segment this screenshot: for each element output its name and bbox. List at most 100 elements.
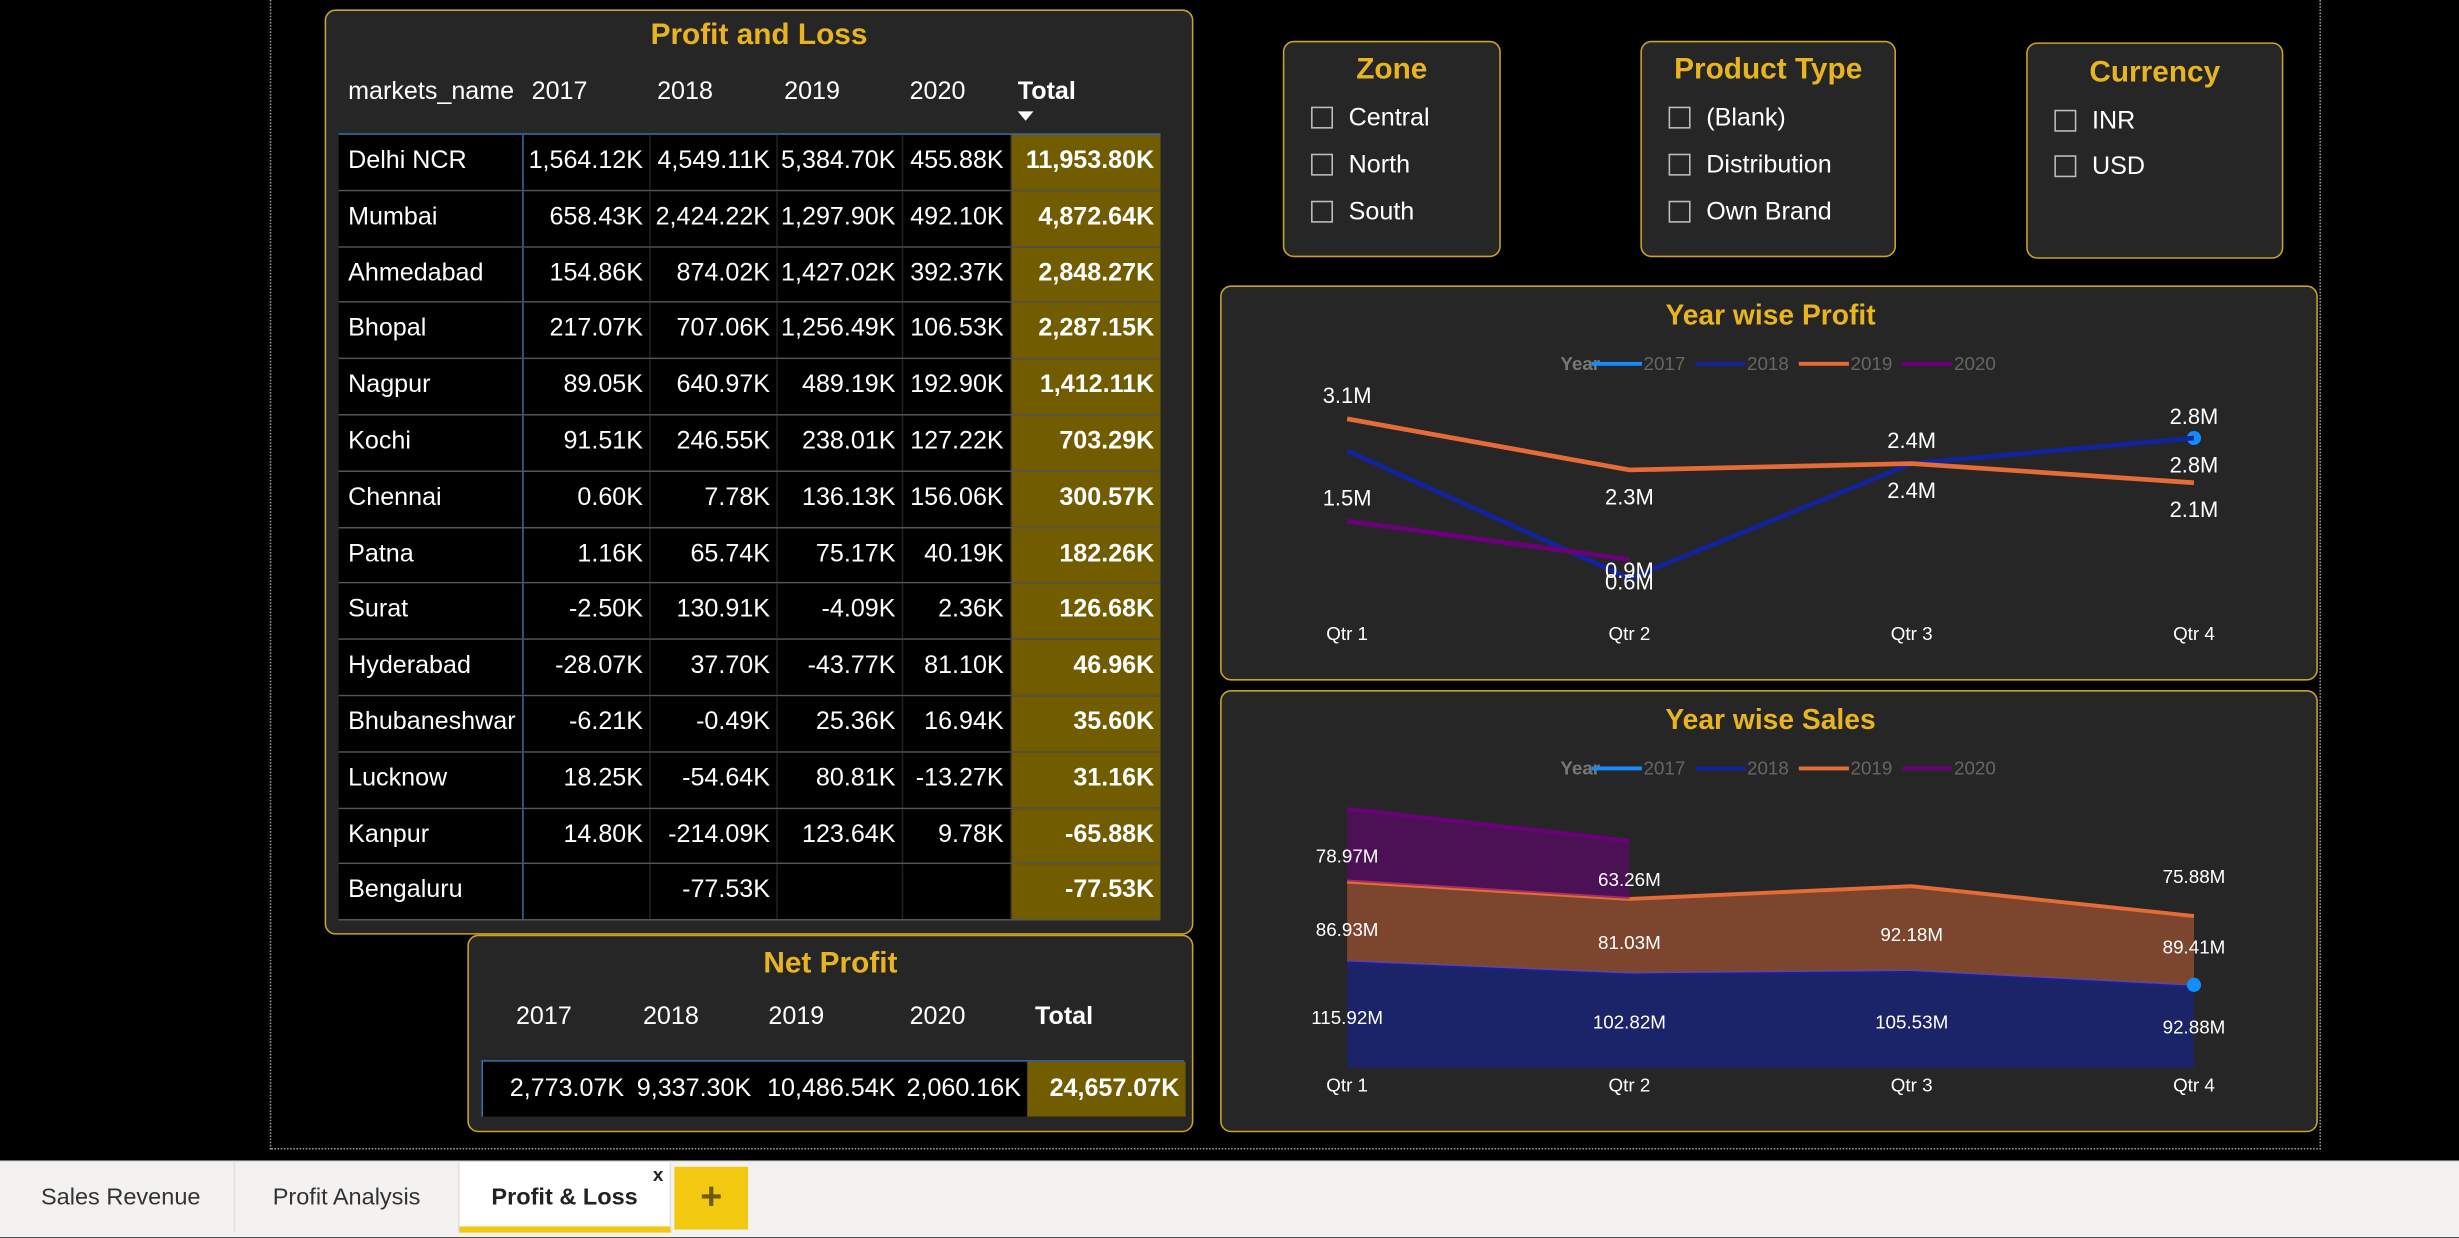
checkbox-icon[interactable] [1311,153,1334,176]
col-header-2018[interactable]: 2018 [657,78,713,106]
checkbox-icon[interactable] [2054,109,2077,132]
zone-option-south[interactable]: South [1311,199,1414,227]
legend-title: Year [1560,353,1600,374]
x-tick-label: Qtr 3 [1891,623,1933,644]
value-cell: 1,297.90K [777,191,904,246]
currency-option-label: INR [2092,108,2136,135]
table-row[interactable]: Bhopal 217.07K 707.06K 1,256.49K 106.53K 2,28… [338,303,1161,360]
year-wise-sales-chart[interactable]: Year wise Sales Year 2017 2018 2019 2020 Qtr 1… [1220,690,2318,1133]
total-cell: 31.16K [1011,752,1161,807]
value-cell [523,864,651,920]
col-header-total[interactable]: Total [1017,78,1076,106]
data-label: 2.1M [2170,497,2219,522]
value-cell: 81.10K [903,640,1012,695]
series-line-2020 [1346,806,1630,843]
ptype-option-label: Own Brand [1706,199,1832,226]
page-tab-bar: Sales Revenue Profit Analysis Profit & L… [0,1160,2459,1238]
table-row[interactable]: Ahmedabad 154.86K 874.02K 1,427.02K 392.37K 2… [338,247,1161,304]
checkbox-icon[interactable] [1668,153,1691,176]
value-cell: 1.16K [523,527,651,583]
np-header-2019[interactable]: 2019 [768,1003,825,1031]
table-row[interactable]: Mumbai 658.43K 2,424.22K 1,297.90K 492.10K 4,… [338,191,1161,248]
currency-option-label: USD [2092,153,2146,181]
checkbox-icon[interactable] [1311,200,1334,223]
x-tick-label: Qtr 1 [1326,623,1368,644]
sort-descending-icon[interactable] [1017,111,1034,121]
ptype-option-blank[interactable]: (Blank) [1668,105,1786,133]
table-row[interactable]: Chennai 0.60K 7.78K 136.13K 156.06K 300.57K [338,471,1161,528]
checkbox-icon[interactable] [1668,200,1691,223]
table-row[interactable]: Kanpur 14.80K -214.09K 123.64K 9.78K -65.88K [338,808,1161,865]
table-row[interactable]: Delhi NCR 1,564.12K 4,549.11K 5,384.70K 455.… [338,134,1161,192]
x-tick-label: Qtr 3 [1891,1074,1933,1095]
col-header-markets[interactable]: markets_name [348,78,515,106]
market-name-cell: Patna [338,527,524,583]
value-cell: -28.07K [523,640,651,695]
np-header-2020[interactable]: 2020 [909,1003,966,1031]
value-cell: 238.01K [777,415,904,471]
table-row[interactable]: Nagpur 89.05K 640.97K 489.19K 192.90K 1,412.1… [338,359,1161,416]
value-cell: 707.06K [650,303,778,358]
data-label: 86.93M [1316,919,1379,940]
table-row[interactable]: Bengaluru -77.53K -77.53K [338,864,1161,921]
np-header-2017[interactable]: 2017 [515,1003,572,1031]
value-cell: 14.80K [523,808,651,864]
year-wise-profit-chart[interactable]: Year wise Profit Year 2017 2018 2019 2020 Qtr … [1220,285,2318,681]
table-row[interactable]: Lucknow 18.25K -54.64K 80.81K -13.27K 31.16K [338,752,1161,809]
data-label: 115.92M [1311,1007,1383,1028]
np-value-2020: 2,060.16K [906,1075,1021,1103]
profit-line-chart-svg: Year wise Profit Year 2017 2018 2019 2020 Qtr … [1323,299,2219,644]
checkbox-icon[interactable] [1668,106,1691,129]
data-label: 89.41M [2163,936,2226,957]
col-header-2020[interactable]: 2020 [909,78,966,106]
ptype-option-distribution[interactable]: Distribution [1668,152,1832,180]
table-row[interactable]: Kochi 91.51K 246.55K 238.01K 127.22K 703.29K [338,415,1161,472]
checkbox-icon[interactable] [2054,155,2077,178]
ptype-option-own-brand[interactable]: Own Brand [1668,199,1832,227]
data-label: 0.6M [1605,570,1654,595]
tab-sales-revenue[interactable]: Sales Revenue [8,1162,236,1233]
col-header-2017[interactable]: 2017 [531,78,588,106]
value-cell: 392.37K [903,247,1012,302]
table-row[interactable]: Bhubaneshwar -6.21K -0.49K 25.36K 16.94K 35.6… [338,696,1161,753]
add-page-button[interactable]: + [674,1166,749,1230]
close-icon[interactable]: x [652,1163,664,1186]
legend-label-2019: 2019 [1851,758,1893,779]
np-header-2018[interactable]: 2018 [642,1003,699,1031]
ptype-option-label: (Blank) [1706,105,1786,132]
value-cell: -6.21K [523,696,651,751]
x-tick-label: Qtr 2 [1609,1074,1651,1095]
value-cell: 80.81K [777,752,904,807]
currency-option-inr[interactable]: INR [2054,108,2135,136]
currency-option-usd[interactable]: USD [2054,154,2145,182]
value-cell: 2,424.22K [650,191,778,246]
product-type-slicer[interactable]: Product Type (Blank) Distribution Own Br… [1640,40,1897,258]
value-cell: 106.53K [903,303,1012,358]
np-header-total[interactable]: Total [1035,1003,1094,1031]
total-cell: 4,872.64K [1011,191,1161,246]
table-row[interactable]: Hyderabad -28.07K 37.70K -43.77K 81.10K 46.96… [338,640,1161,697]
tab-profit-loss[interactable]: Profit & Loss x [459,1162,672,1233]
value-cell: 489.19K [777,359,904,414]
zone-slicer[interactable]: Zone Central North South [1282,40,1501,258]
total-cell: 1,412.11K [1011,359,1161,414]
data-label: 81.03M [1598,932,1661,953]
market-name-cell: Ahmedabad [338,247,524,302]
zone-option-central[interactable]: Central [1311,105,1430,133]
legend-label-2020: 2020 [1954,353,1996,374]
col-header-2019[interactable]: 2019 [784,78,840,106]
checkbox-icon[interactable] [1311,106,1334,129]
net-profit-title: Net Profit [763,947,898,981]
currency-slicer[interactable]: Currency INR USD [2026,42,2284,259]
x-tick-label: Qtr 4 [2173,623,2215,644]
table-row[interactable]: Surat -2.50K 130.91K -4.09K 2.36K 126.68K [338,583,1161,641]
tab-profit-analysis[interactable]: Profit Analysis [235,1162,460,1233]
zone-option-north[interactable]: North [1311,152,1410,180]
profit-loss-matrix[interactable]: Profit and Loss markets_name 2017 2018 2… [324,9,1194,935]
value-cell: 0.60K [523,471,651,527]
legend-label-2017: 2017 [1644,353,1686,374]
zone-option-label: North [1348,152,1411,179]
net-profit-table[interactable]: Net Profit 2017 2018 2019 2020 Total 2,7… [467,934,1194,1133]
value-cell: 874.02K [650,247,778,302]
table-row[interactable]: Patna 1.16K 65.74K 75.17K 40.19K 182.26K [338,527,1161,584]
